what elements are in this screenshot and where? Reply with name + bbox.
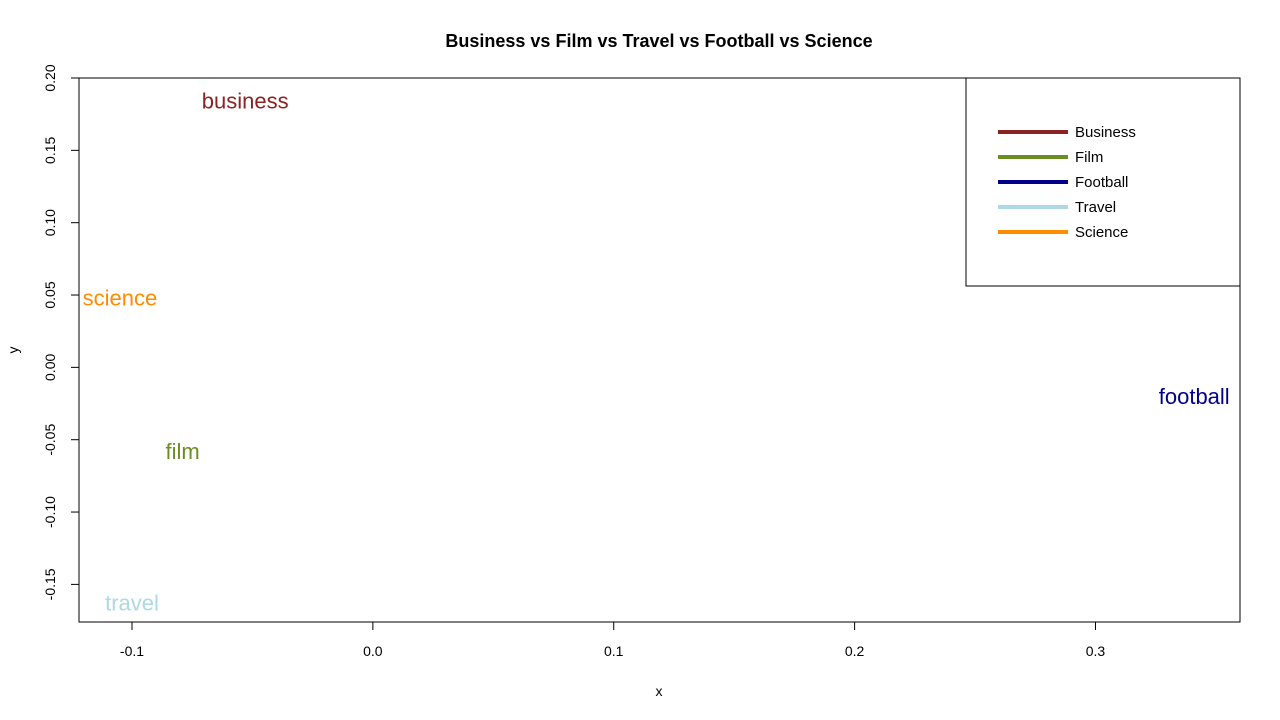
legend-label-football: Football <box>1075 174 1128 191</box>
x-tick-label: 0.1 <box>604 643 624 659</box>
plot-frame <box>78 77 1241 623</box>
point-travel: travel <box>105 591 159 616</box>
chart-title: Business vs Film vs Travel vs Football v… <box>445 31 872 51</box>
x-tick-label: -0.1 <box>120 643 144 659</box>
y-tick-label: 0.00 <box>42 354 58 381</box>
y-axis: -0.15 -0.10 -0.05 0.00 0.05 0.10 0.15 0.20 <box>42 64 79 600</box>
legend-label-travel: Travel <box>1075 199 1116 216</box>
legend-label-science: Science <box>1075 224 1128 241</box>
legend-label-business: Business <box>1075 124 1136 141</box>
y-tick-label: 0.20 <box>42 64 58 91</box>
y-axis-label: y <box>5 347 21 354</box>
y-tick-label: 0.10 <box>42 209 58 236</box>
y-tick-label: -0.10 <box>42 496 58 528</box>
y-tick-label: 0.05 <box>42 281 58 308</box>
y-tick-label: 0.15 <box>42 137 58 164</box>
point-film: film <box>165 439 199 464</box>
legend-label-film: Film <box>1075 149 1103 166</box>
y-tick-label: -0.15 <box>42 568 58 600</box>
data-points: business science film travel football <box>83 89 1230 616</box>
legend: Business Film Football Travel Science <box>965 77 1241 287</box>
y-tick-label: -0.05 <box>42 424 58 456</box>
point-business: business <box>202 89 289 114</box>
x-axis-label: x <box>656 683 663 699</box>
x-tick-label: 0.2 <box>845 643 865 659</box>
point-science: science <box>83 285 158 310</box>
x-tick-label: 0.0 <box>363 643 383 659</box>
point-football: football <box>1159 384 1230 409</box>
x-axis: -0.1 0.0 0.1 0.2 0.3 <box>120 622 1105 659</box>
x-tick-label: 0.3 <box>1086 643 1106 659</box>
